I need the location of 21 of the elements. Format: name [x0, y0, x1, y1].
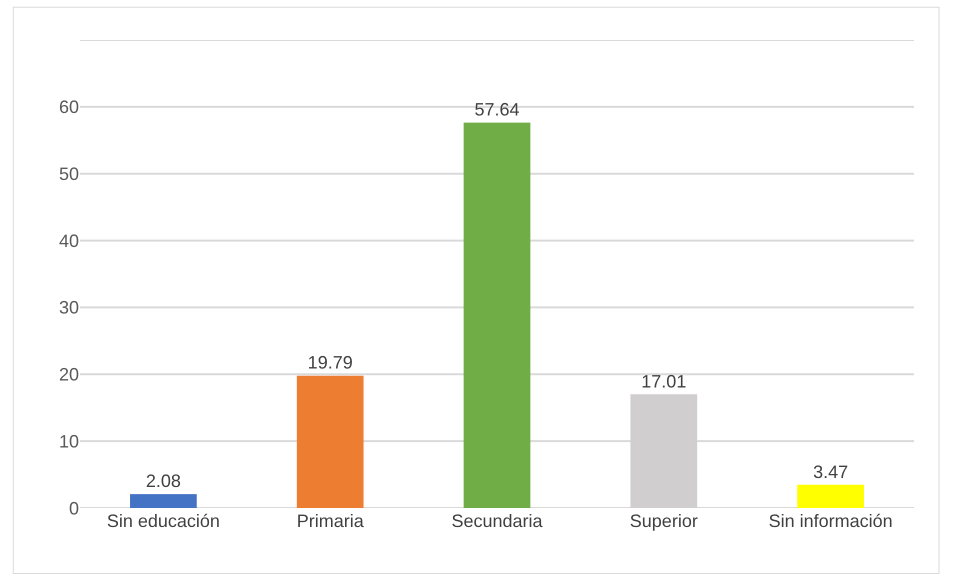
- bar: [464, 122, 530, 508]
- data-label: 17.01: [641, 371, 686, 392]
- bar: [797, 484, 864, 508]
- data-label: 3.47: [813, 462, 848, 482]
- x-tick-label: Secundaria: [451, 511, 544, 531]
- data-label: 19.79: [308, 352, 353, 373]
- y-tick-label: 30: [58, 298, 79, 318]
- x-tick-label: Sin información: [768, 511, 893, 531]
- y-tick-label: 20: [58, 364, 79, 385]
- data-label: 2.08: [146, 471, 181, 492]
- bar: [296, 376, 364, 508]
- bar: [130, 494, 197, 508]
- x-tick-label: Primaria: [296, 511, 365, 531]
- y-tick-label: 10: [58, 431, 79, 452]
- y-tick-label: 60: [58, 97, 79, 118]
- x-tick-label: Superior: [630, 511, 698, 531]
- y-tick-label: 0: [68, 498, 79, 518]
- x-tick-label: Sin educación: [106, 511, 220, 531]
- data-label: 57.64: [474, 100, 520, 120]
- y-tick-label: 40: [58, 230, 79, 251]
- y-tick-label: 50: [58, 164, 79, 184]
